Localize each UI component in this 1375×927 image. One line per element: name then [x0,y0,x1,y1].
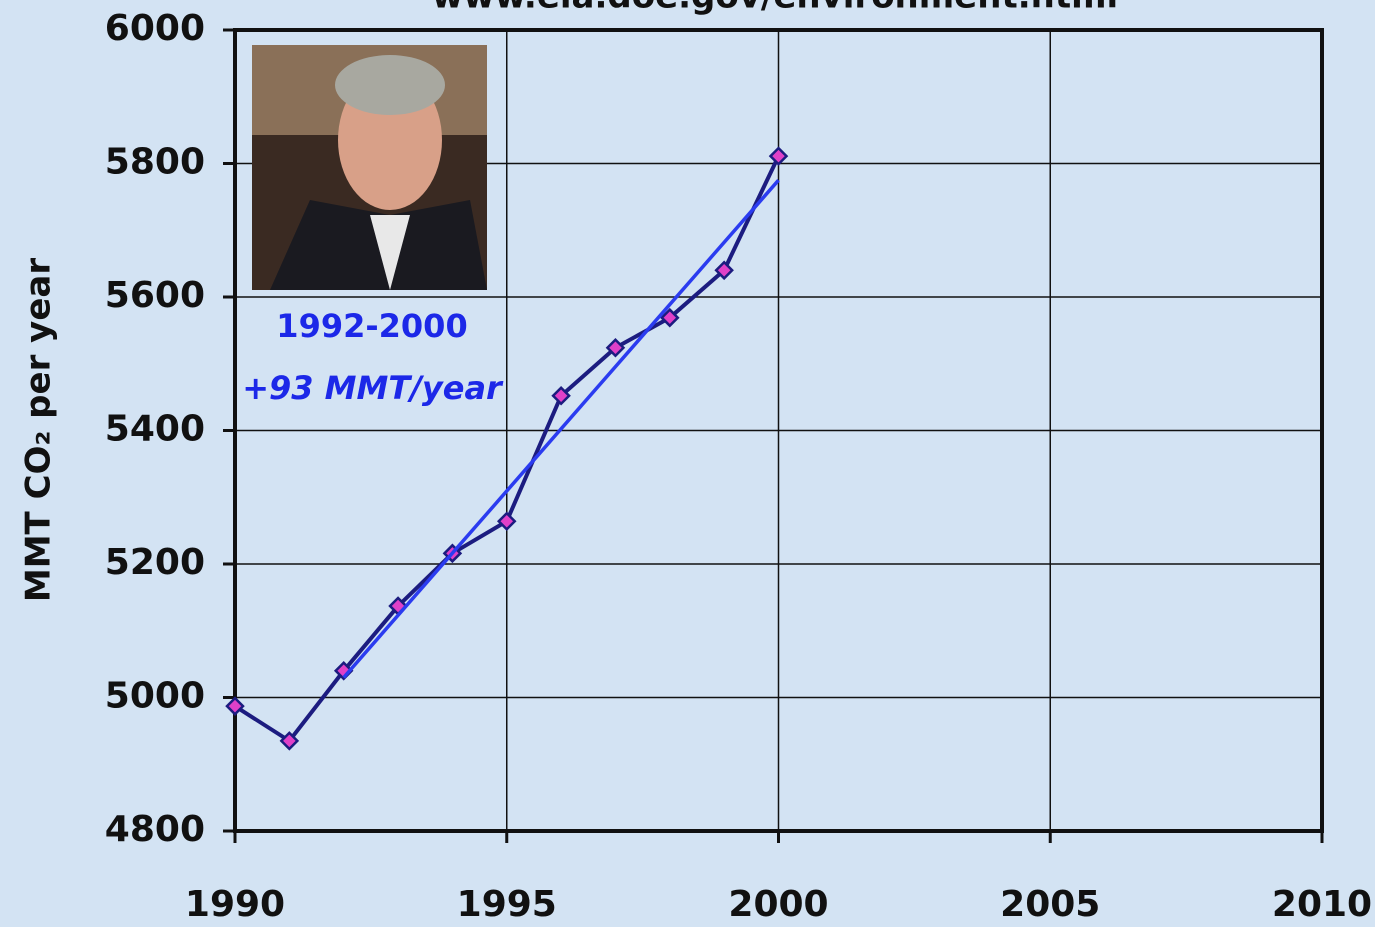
x-tick-label: 1995 [457,884,557,925]
annotation: +93 MMT/year [242,369,504,407]
data-marker [551,386,571,406]
data-marker [768,146,789,166]
x-tick-label: 2010 [1272,884,1372,925]
photo [252,45,487,290]
plot-area: 4800 5000 5200 5400 5600 5800 6000 1990 1995 2000… [105,8,1372,925]
y-tick-label: 5000 [105,676,205,717]
y-tick-label: 6000 [105,8,205,49]
data-marker [279,731,300,751]
y-tick-label: 5200 [105,542,205,583]
y-tick-label: 5600 [105,275,205,316]
data-marker [714,260,734,281]
data-marker [496,511,517,532]
data-marker [225,696,245,716]
y-tick-label: 5800 [105,142,205,183]
annotation: 1992-2000 [276,307,467,345]
x-tick-label: 1990 [185,884,285,925]
y-tick-label: 5400 [105,409,205,450]
y-tick-label: 4800 [105,809,205,850]
plot-frame [233,28,1324,833]
chart-title: www.eia.doe.gov/environment.html [432,0,1118,17]
x-tick-label: 2005 [1000,884,1100,925]
y-axis-label: MMT CO₂ per year [19,258,59,602]
data-line [342,179,780,679]
data-marker [660,307,680,328]
data-marker [605,337,626,358]
x-tick-label: 2000 [728,884,828,925]
